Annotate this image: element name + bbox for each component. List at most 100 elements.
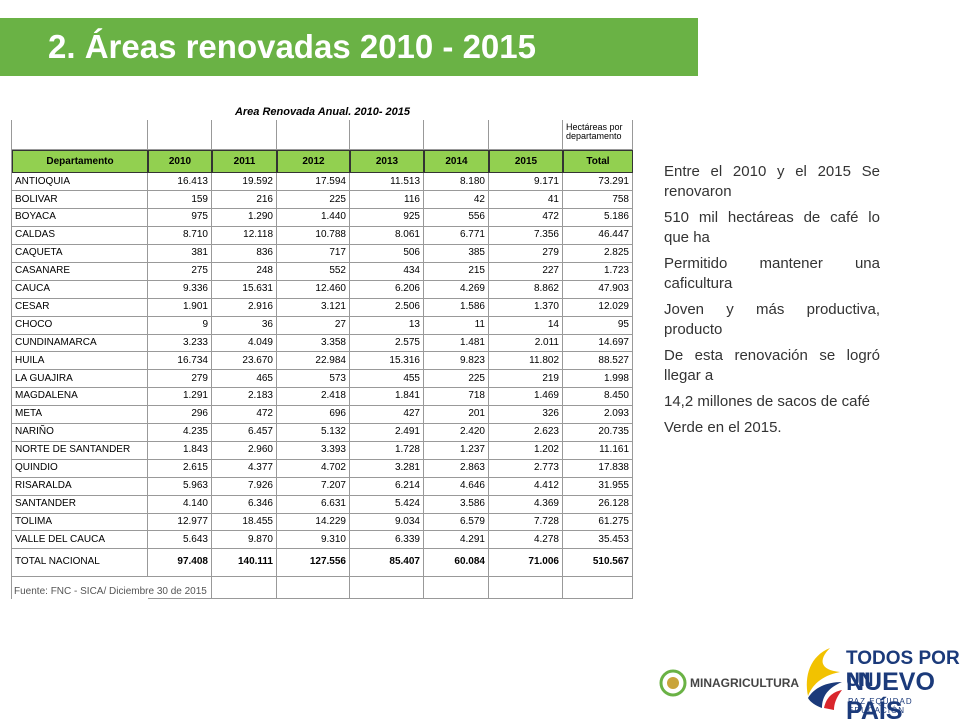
slide-title: 2. Áreas renovadas 2010 - 2015 xyxy=(48,28,536,65)
table-cell: 14.229 xyxy=(277,513,350,532)
header-cell: 2012 xyxy=(277,150,350,173)
note-line: De esta renovación se logró llegar a xyxy=(664,347,880,384)
total-cell: 97.408 xyxy=(148,548,212,577)
table-cell: 3.586 xyxy=(424,495,489,514)
table-cell: 19.592 xyxy=(212,173,277,192)
table-cell: 556 xyxy=(424,208,489,228)
table-cell: CUNDINAMARCA xyxy=(12,334,148,353)
table-cell: 6.771 xyxy=(424,226,489,246)
table-cell: 2.825 xyxy=(563,244,633,263)
table-cell: 385 xyxy=(424,244,489,263)
table-cell: 296 xyxy=(148,405,212,425)
table-cell: 7.728 xyxy=(489,513,563,532)
table-cell: 8.180 xyxy=(424,173,489,192)
table-cell: CASANARE xyxy=(12,262,148,281)
total-cell: TOTAL NACIONAL xyxy=(12,548,148,577)
total-cell: 510.567 xyxy=(563,548,633,577)
slogan: PAZ EQUIDAD EDUCACIÓN xyxy=(848,697,913,715)
table-cell: VALLE DEL CAUCA xyxy=(12,531,148,550)
table-cell: 5.132 xyxy=(277,423,350,442)
table-cell: 9 xyxy=(148,316,212,335)
total-cell: 127.556 xyxy=(277,548,350,577)
table-cell: 36 xyxy=(212,316,277,335)
ministry-name: MINAGRICULTURA xyxy=(690,676,800,690)
table-cell: 465 xyxy=(212,369,277,389)
table-cell: 9.870 xyxy=(212,531,277,550)
table-cell: 1.291 xyxy=(148,387,212,407)
table-cell: 717 xyxy=(277,244,350,263)
table-cell: 6.206 xyxy=(350,280,424,299)
table-cell: 1.202 xyxy=(489,441,563,460)
table-cell: 2.615 xyxy=(148,459,212,478)
table-cell: 2.506 xyxy=(350,298,424,317)
table-cell: 5.424 xyxy=(350,495,424,514)
table-cell xyxy=(489,576,563,599)
table-cell xyxy=(424,576,489,599)
table-cell xyxy=(12,120,148,150)
table-cell: 11.513 xyxy=(350,173,424,192)
header-cell: Departamento xyxy=(12,150,148,173)
table-cell xyxy=(148,576,212,599)
note-line: Verde en el 2015. xyxy=(664,419,782,436)
table-cell: 4.269 xyxy=(424,280,489,299)
table-cell: 27 xyxy=(277,316,350,335)
table-cell: 758 xyxy=(563,190,633,210)
table-cell xyxy=(424,120,489,150)
table-cell: 2.960 xyxy=(212,441,277,460)
header-cell: Total xyxy=(563,150,633,173)
table-cell: 4.049 xyxy=(212,334,277,353)
table-cell: BOYACA xyxy=(12,208,148,228)
table-cell: 41 xyxy=(489,190,563,210)
table-cell: 455 xyxy=(350,369,424,389)
table-cell: 9.034 xyxy=(350,513,424,532)
table-cell: SANTANDER xyxy=(12,495,148,514)
data-table: Hectáreas por departamento Departamento 20… xyxy=(11,120,633,599)
country-logo xyxy=(806,648,842,710)
table-cell: 472 xyxy=(489,208,563,228)
header-cell: 2013 xyxy=(350,150,424,173)
table-cell: QUINDIO xyxy=(12,459,148,478)
table-cell: CHOCO xyxy=(12,316,148,335)
table-cell: CALDAS xyxy=(12,226,148,246)
table-cell: 573 xyxy=(277,369,350,389)
table-cell: 836 xyxy=(212,244,277,263)
table-cell: 1.481 xyxy=(424,334,489,353)
table-cell: HUILA xyxy=(12,352,148,371)
table-cell: 201 xyxy=(424,405,489,425)
table-title: Area Renovada Anual. 2010- 2015 xyxy=(234,106,411,118)
table-cell: 116 xyxy=(350,190,424,210)
table-cell: 11.802 xyxy=(489,352,563,371)
table-cell: 552 xyxy=(277,262,350,281)
table-cell: CAQUETA xyxy=(12,244,148,263)
ministry-emblem xyxy=(659,669,687,697)
table-cell: 4.291 xyxy=(424,531,489,550)
table-cell: 8.862 xyxy=(489,280,563,299)
table-cell: 506 xyxy=(350,244,424,263)
table-cell: 12.118 xyxy=(212,226,277,246)
table-cell: 3.281 xyxy=(350,459,424,478)
table-cell: 4.369 xyxy=(489,495,563,514)
source: Fuente: FNC - SICA/ Diciembre 30 de 2015 xyxy=(14,586,207,597)
table-cell: 2.183 xyxy=(212,387,277,407)
table-cell xyxy=(489,120,563,150)
table-cell: 159 xyxy=(148,190,212,210)
table-cell: 2.623 xyxy=(489,423,563,442)
note-line: Entre el 2010 y el 2015 Se renovaron xyxy=(664,163,880,200)
table-cell: 10.788 xyxy=(277,226,350,246)
table-cell: 472 xyxy=(212,405,277,425)
table-cell: 427 xyxy=(350,405,424,425)
table-cell: 2.863 xyxy=(424,459,489,478)
table-cell: 1.843 xyxy=(148,441,212,460)
table-cell: 216 xyxy=(212,190,277,210)
table-cell: 13 xyxy=(350,316,424,335)
table-cell: 14 xyxy=(489,316,563,335)
table-cell xyxy=(212,576,277,599)
table-cell: 2.575 xyxy=(350,334,424,353)
table-cell: 718 xyxy=(424,387,489,407)
table-cell: 3.393 xyxy=(277,441,350,460)
note-line: Joven y más productiva, producto xyxy=(664,301,880,338)
table-cell xyxy=(563,576,633,599)
table-cell: 42 xyxy=(424,190,489,210)
table-cell: 975 xyxy=(148,208,212,228)
table-cell: 4.702 xyxy=(277,459,350,478)
